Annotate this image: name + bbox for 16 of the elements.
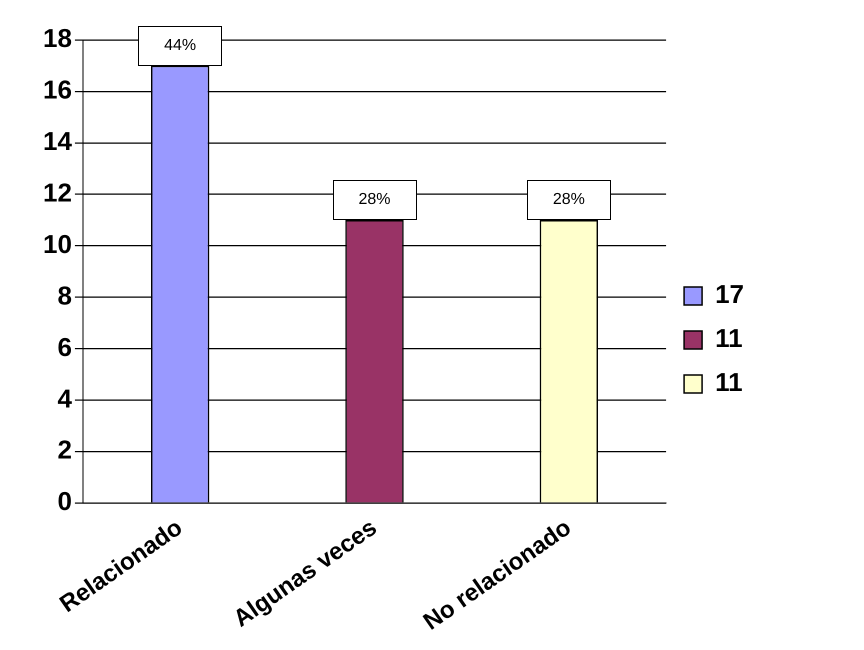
y-tick-label: 14 bbox=[43, 126, 72, 156]
callout-box: 44% bbox=[138, 26, 222, 66]
y-tick-label: 10 bbox=[43, 228, 72, 259]
legend-label: 17 bbox=[715, 279, 744, 310]
y-tick-label: 8 bbox=[57, 280, 72, 310]
callout-box: 28% bbox=[526, 180, 611, 220]
legend-label: 11 bbox=[715, 323, 743, 354]
y-tick-label: 4 bbox=[57, 383, 72, 414]
y-tick-label: 18 bbox=[43, 23, 72, 54]
y-tick-label: 16 bbox=[43, 74, 72, 105]
y-tick-label: 6 bbox=[57, 332, 72, 362]
callout-box: 28% bbox=[332, 180, 416, 220]
legend-label: 11 bbox=[715, 367, 743, 398]
y-tick-label: 0 bbox=[57, 486, 72, 516]
y-tick-label: 2 bbox=[57, 434, 72, 465]
y-tick-label: 12 bbox=[43, 177, 72, 208]
